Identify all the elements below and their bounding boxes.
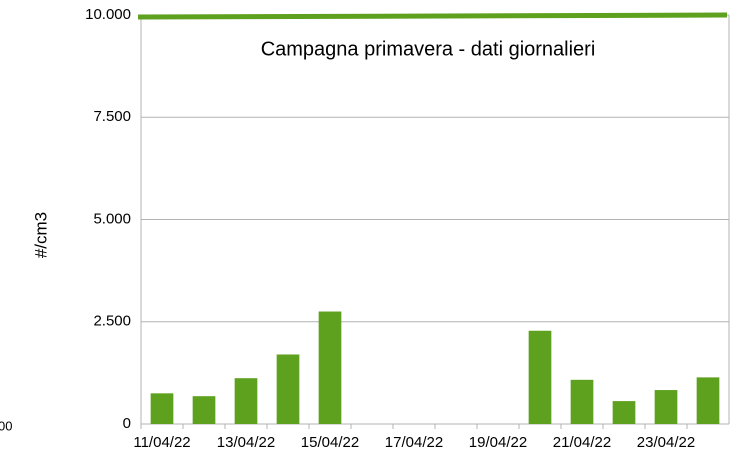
- bar: [150, 393, 174, 424]
- bar: [654, 390, 678, 424]
- clipped-label: 00: [0, 418, 12, 433]
- y-tick-label: 5.000: [93, 210, 131, 227]
- bar: [234, 378, 258, 424]
- y-tick-label: 0: [123, 415, 131, 432]
- y-tick-label: 7.500: [93, 108, 131, 125]
- y-axis-label: #/cm3: [31, 212, 50, 258]
- bar: [192, 396, 216, 424]
- x-tick-label: 19/04/22: [469, 434, 527, 451]
- chart-title: Campagna primavera - dati giornalieri: [261, 38, 596, 60]
- bar: [318, 311, 342, 424]
- bar: [570, 379, 594, 424]
- x-tick-label: 23/04/22: [637, 434, 695, 451]
- y-tick-label: 10.000: [85, 6, 131, 23]
- x-tick-label: 15/04/22: [301, 434, 359, 451]
- bar: [612, 401, 636, 424]
- x-tick-label: 13/04/22: [217, 434, 275, 451]
- x-tick-label: 11/04/22: [133, 434, 190, 451]
- bar: [276, 354, 300, 424]
- y-tick-label: 2.500: [93, 313, 131, 330]
- reference-line: [137, 12, 728, 20]
- x-tick-label: 21/04/22: [553, 434, 611, 451]
- bar: [528, 330, 552, 424]
- x-tick-label: 17/04/22: [385, 434, 443, 451]
- bar: [696, 377, 720, 424]
